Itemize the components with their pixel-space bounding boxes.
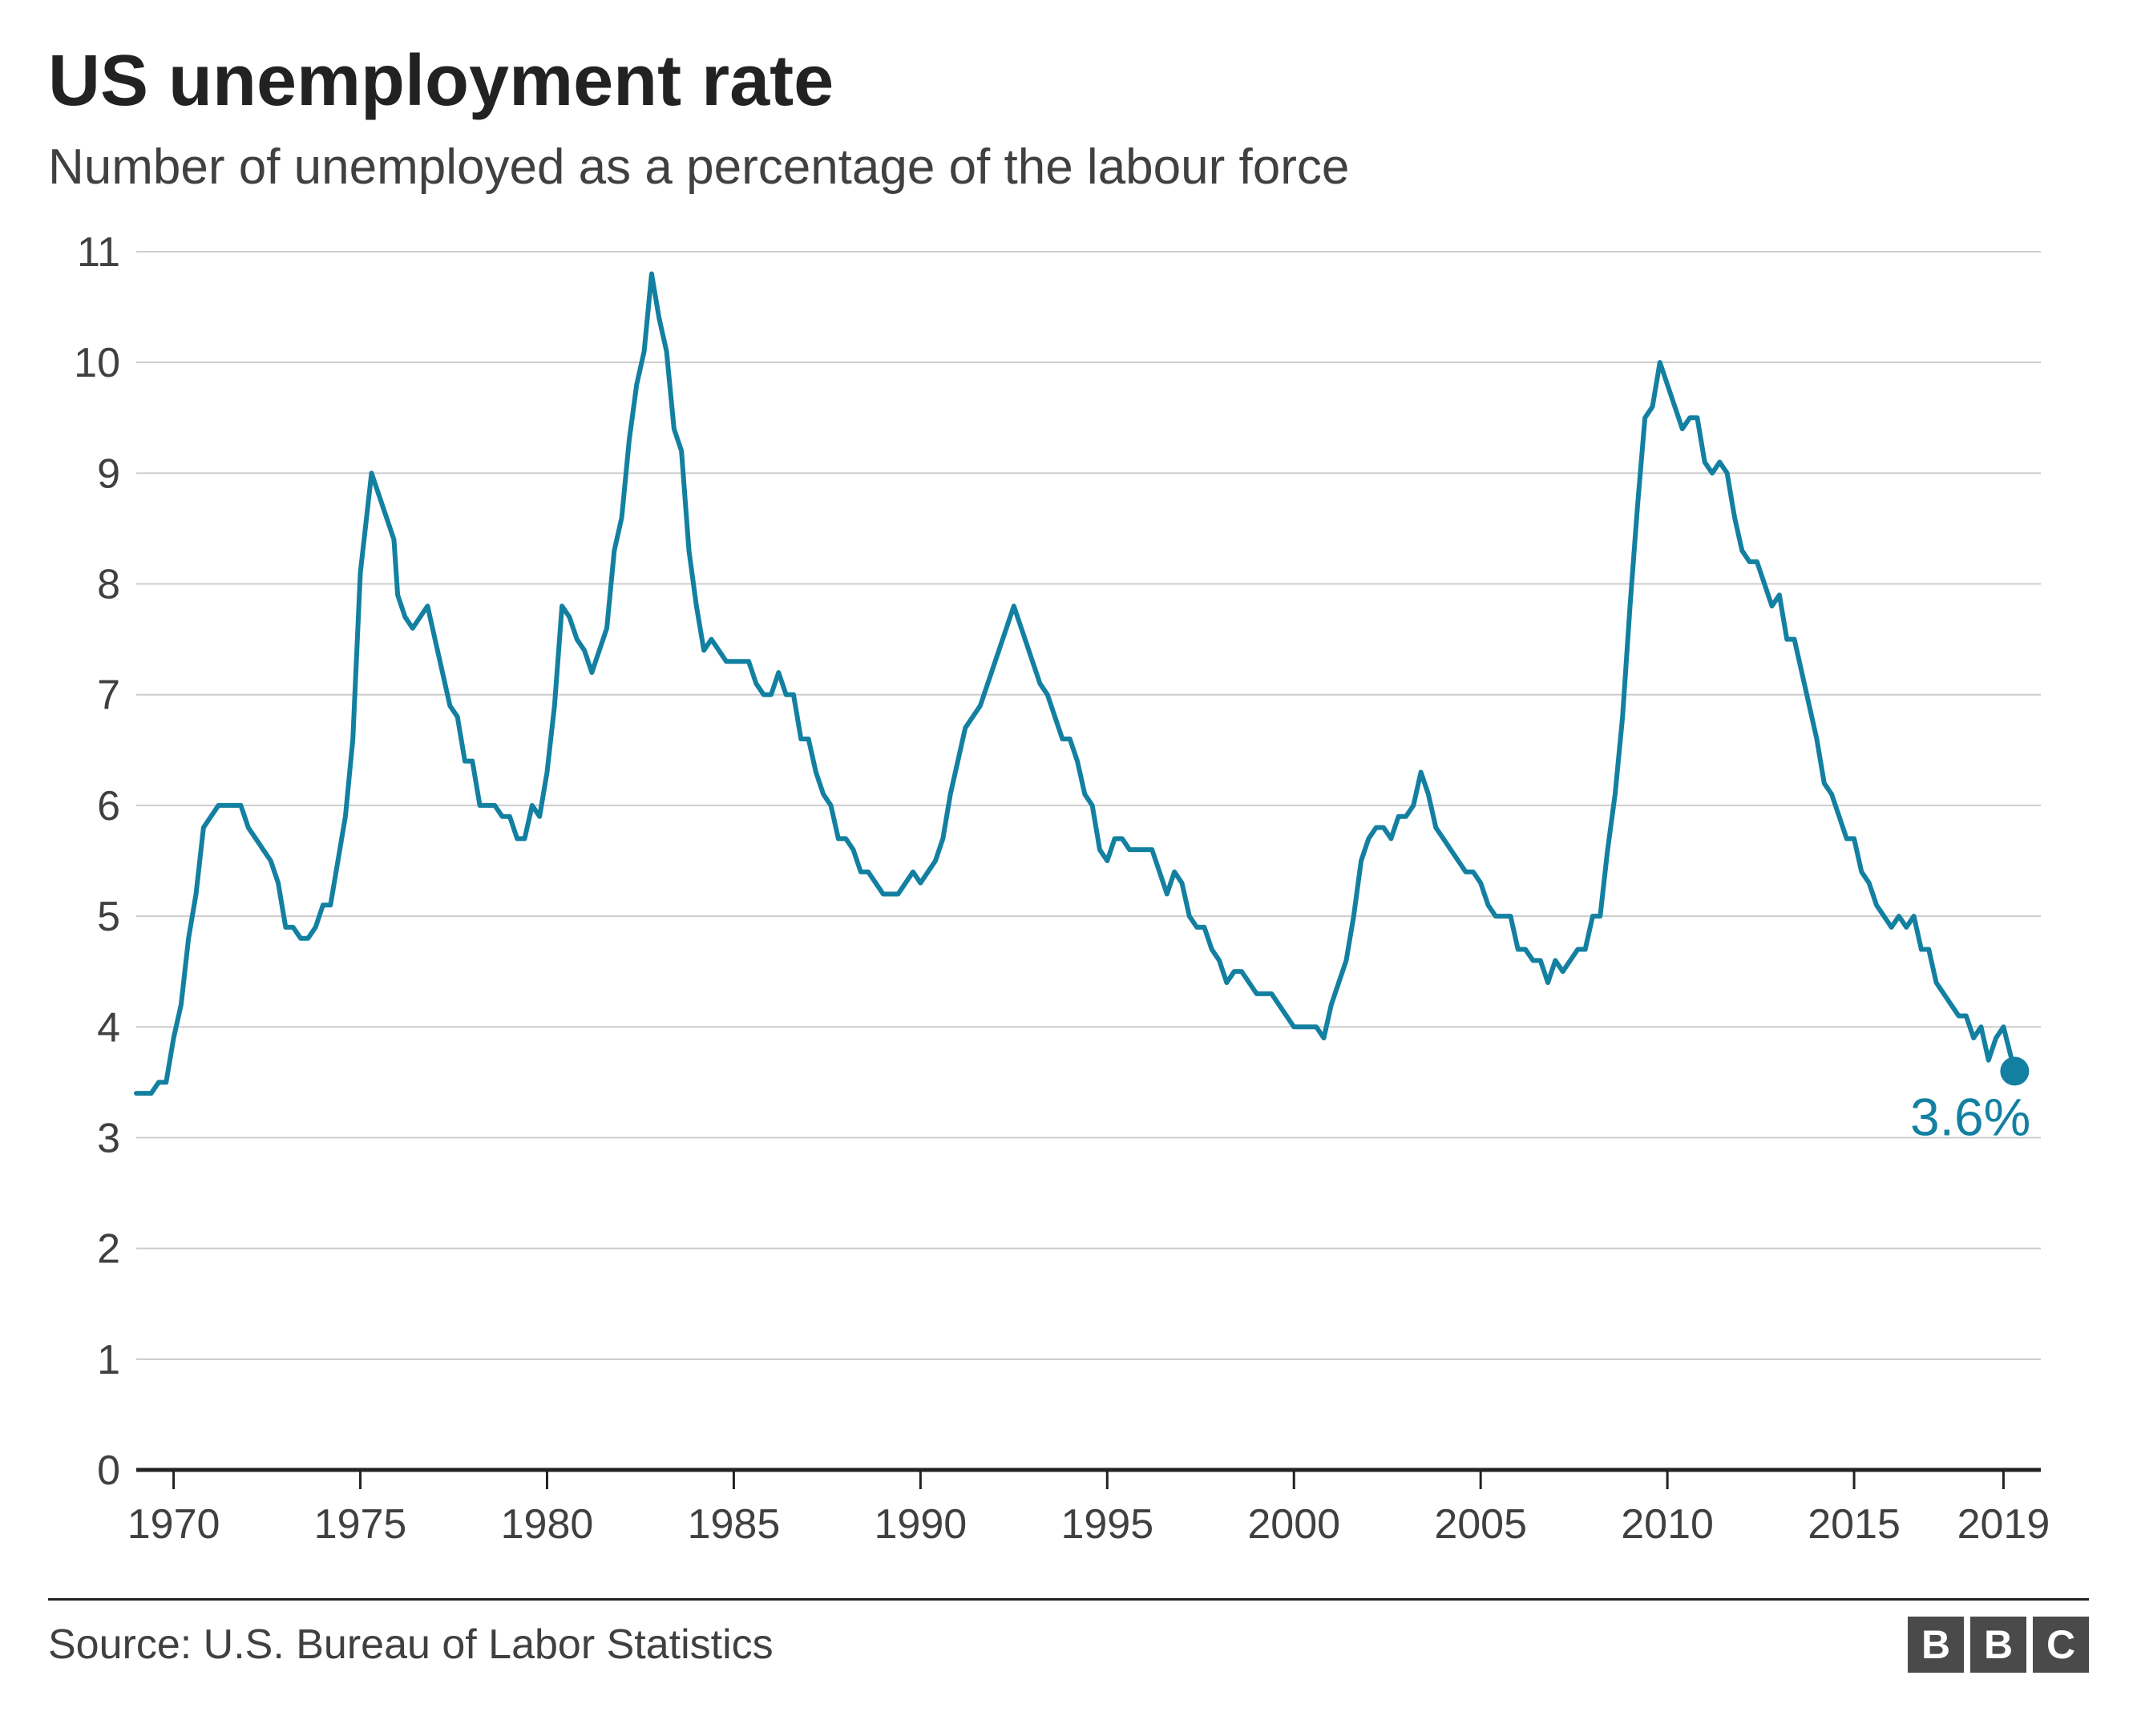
- svg-text:3: 3: [97, 1115, 120, 1161]
- svg-text:1990: 1990: [875, 1501, 968, 1548]
- bbc-logo-block: C: [2033, 1617, 2089, 1673]
- svg-text:10: 10: [74, 340, 120, 386]
- svg-text:1985: 1985: [688, 1501, 781, 1548]
- svg-text:2019: 2019: [1957, 1501, 2050, 1548]
- chart-plot-area: 0 1 2 3 4 5 6 7 8 9 10 11 1970 1975 1980 1985 1990 1995 20…: [48, 236, 2089, 1566]
- chart-footer: Source: U.S. Bureau of Labor Statistics …: [48, 1598, 2089, 1673]
- svg-text:1975: 1975: [314, 1501, 407, 1548]
- svg-text:2015: 2015: [1808, 1501, 1901, 1548]
- svg-text:1995: 1995: [1060, 1501, 1153, 1548]
- svg-text:4: 4: [97, 1004, 120, 1051]
- svg-text:3.6%: 3.6%: [1910, 1088, 2030, 1147]
- chart-subtitle: Number of unemployed as a percentage of …: [48, 139, 2089, 196]
- bbc-logo: BBC: [1908, 1617, 2089, 1673]
- svg-text:1970: 1970: [127, 1501, 220, 1548]
- chart-container: US unemployment rate Number of unemploye…: [0, 0, 2137, 1736]
- svg-text:2000: 2000: [1247, 1501, 1340, 1548]
- svg-text:8: 8: [97, 562, 120, 608]
- svg-text:0: 0: [97, 1447, 120, 1494]
- svg-text:5: 5: [97, 894, 120, 940]
- svg-text:1980: 1980: [501, 1501, 594, 1548]
- svg-text:7: 7: [97, 672, 120, 719]
- bbc-logo-block: B: [1970, 1617, 2026, 1673]
- svg-text:6: 6: [97, 783, 120, 830]
- source-label: Source: U.S. Bureau of Labor Statistics: [48, 1621, 774, 1669]
- svg-text:1: 1: [97, 1337, 120, 1383]
- chart-title: US unemployment rate: [48, 40, 2089, 123]
- svg-text:2005: 2005: [1434, 1501, 1527, 1548]
- svg-text:2010: 2010: [1621, 1501, 1714, 1548]
- svg-text:9: 9: [97, 450, 120, 497]
- svg-text:11: 11: [77, 236, 120, 276]
- bbc-logo-block: B: [1908, 1617, 1964, 1673]
- line-chart-svg: 0 1 2 3 4 5 6 7 8 9 10 11 1970 1975 1980 1985 1990 1995 20…: [48, 236, 2089, 1566]
- svg-text:2: 2: [97, 1226, 120, 1273]
